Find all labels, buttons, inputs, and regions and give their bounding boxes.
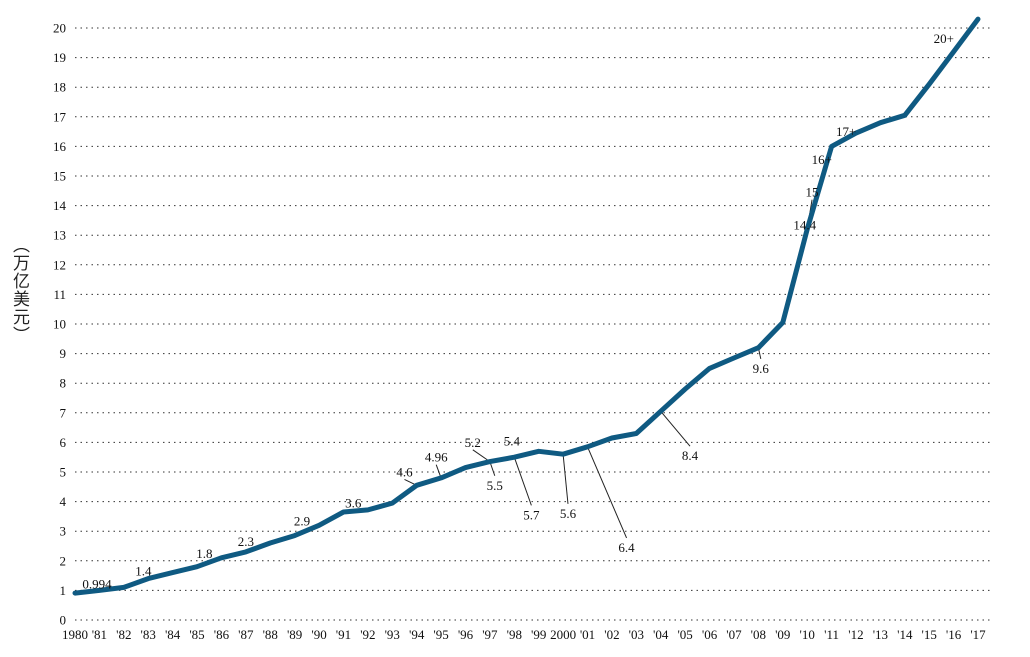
y-tick-label: 15 — [53, 169, 66, 184]
x-tick-label: '01 — [580, 627, 595, 642]
leader-line — [472, 449, 491, 463]
leader-line — [660, 410, 691, 447]
y-tick-label: 20 — [53, 21, 66, 36]
y-tick-label: 13 — [53, 228, 66, 243]
y-tick-label: 3 — [60, 524, 67, 539]
x-tick-label: '98 — [507, 627, 522, 642]
y-tick-label: 12 — [53, 257, 66, 272]
x-tick-label: '85 — [189, 627, 204, 642]
y-tick-label: 2 — [60, 553, 67, 568]
x-tick-label: '11 — [824, 627, 839, 642]
x-tick-label: '08 — [751, 627, 766, 642]
data-label: 2.9 — [294, 513, 310, 528]
data-label: 5.6 — [560, 506, 577, 521]
data-label: 5.5 — [487, 478, 503, 493]
data-label: 8.4 — [682, 448, 699, 463]
y-tick-label: 18 — [53, 80, 66, 95]
x-tick-label: '05 — [677, 627, 692, 642]
data-label: 1.4 — [135, 564, 152, 579]
data-label: 2.3 — [238, 534, 254, 549]
y-tick-label: 19 — [53, 50, 66, 65]
x-tick-label: '86 — [214, 627, 230, 642]
x-tick-label: '87 — [238, 627, 254, 642]
y-tick-label: 1 — [60, 583, 67, 598]
y-tick-label: 9 — [60, 346, 67, 361]
x-tick-labels: 1980 '81 '82 '83 '84 '85 '86 '87 '88 '89 '90 '91 '92… — [62, 627, 986, 642]
x-tick-label: '89 — [287, 627, 302, 642]
y-tick-label: 5 — [60, 465, 67, 480]
x-tick-label: '13 — [873, 627, 888, 642]
data-label: 4.96 — [425, 450, 448, 465]
leader-line — [562, 454, 569, 504]
x-tick-label: '97 — [482, 627, 498, 642]
data-label: 9.6 — [753, 361, 770, 376]
x-tick-label: '12 — [848, 627, 863, 642]
x-tick-label: '95 — [433, 627, 448, 642]
y-tick-label: 4 — [60, 494, 67, 509]
x-tick-label: '83 — [141, 627, 156, 642]
x-tick-label: '16 — [946, 627, 962, 642]
x-tick-label: '07 — [726, 627, 742, 642]
data-label: 1.8 — [196, 546, 212, 561]
x-tick-label: '03 — [629, 627, 644, 642]
x-tick-label: '84 — [165, 627, 181, 642]
y-tick-label: 6 — [60, 435, 67, 450]
data-label: 3.6 — [345, 496, 362, 511]
x-tick-label: '93 — [385, 627, 400, 642]
x-tick-label: '90 — [311, 627, 326, 642]
y-tick-label: 16 — [53, 139, 67, 154]
x-tick-label: '10 — [799, 627, 814, 642]
series-line — [72, 16, 981, 596]
gridlines — [75, 27, 990, 621]
x-tick-label: '96 — [458, 627, 474, 642]
y-tick-label: 14 — [53, 198, 67, 213]
data-label: 0.994 — [82, 576, 112, 591]
data-label: 17+ — [836, 124, 856, 139]
data-label: 6.4 — [618, 540, 635, 555]
x-tick-label: 1980 — [62, 627, 88, 642]
x-tick-label: '14 — [897, 627, 913, 642]
x-tick-label: '81 — [92, 627, 107, 642]
data-label: 16+ — [812, 152, 832, 167]
x-tick-label: '09 — [775, 627, 790, 642]
data-annotations: 0.994 1.4 1.8 2.3 2.9 3.6 4.6 4.96 5.2 5.4 5.5 5.7 5… — [82, 31, 954, 592]
data-label: 14.4 — [793, 217, 816, 232]
data-label: 5.2 — [465, 435, 481, 450]
x-tick-label: '99 — [531, 627, 546, 642]
data-label: 4.6 — [396, 464, 413, 479]
x-tick-label: '17 — [970, 627, 986, 642]
data-label: 20+ — [934, 31, 954, 46]
x-tick-label: '15 — [922, 627, 937, 642]
data-label: 15 — [806, 185, 819, 200]
x-tick-label: '92 — [360, 627, 375, 642]
y-tick-label: 10 — [53, 317, 66, 332]
y-axis-label: （万亿美元） — [9, 236, 29, 344]
data-label: 5.7 — [523, 507, 540, 522]
data-label: 5.4 — [504, 433, 521, 448]
y-tick-label: 17 — [53, 109, 67, 124]
x-tick-label: '94 — [409, 627, 425, 642]
x-tick-label: '82 — [116, 627, 131, 642]
y-tick-label: 11 — [53, 287, 66, 302]
y-tick-label: 8 — [60, 376, 67, 391]
y-tick-label: 0 — [60, 613, 67, 628]
x-tick-label: '02 — [604, 627, 619, 642]
x-tick-label: '04 — [653, 627, 669, 642]
y-tick-label: 7 — [60, 405, 67, 420]
leader-line — [587, 446, 628, 539]
annotation-leaders — [404, 199, 813, 539]
leader-line — [513, 457, 532, 506]
x-tick-label: '91 — [336, 627, 351, 642]
x-tick-label: 2000 — [550, 627, 576, 642]
x-tick-label: '88 — [263, 627, 278, 642]
x-tick-label: '06 — [702, 627, 718, 642]
